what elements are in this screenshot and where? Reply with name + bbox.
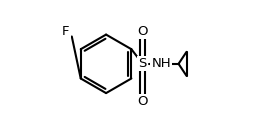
Text: S: S [138,57,147,70]
Text: NH: NH [151,57,171,70]
Text: O: O [137,95,148,108]
Text: F: F [62,25,69,38]
Text: O: O [137,25,148,38]
